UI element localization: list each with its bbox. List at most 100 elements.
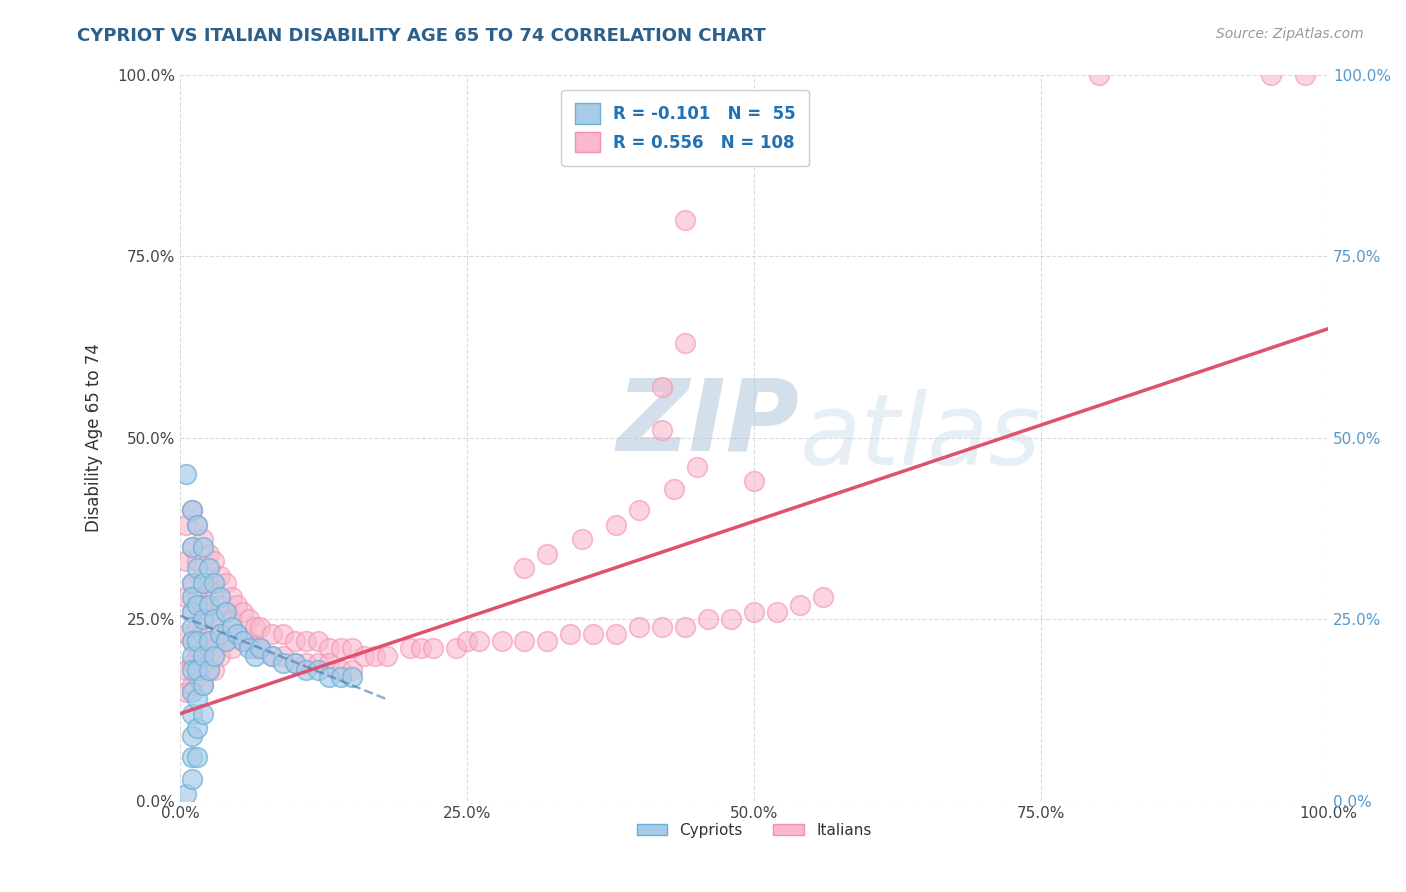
Point (197, 576, 219, 591)
Point (180, 729, 202, 743)
Point (651, 424, 673, 438)
Point (1294, 68, 1316, 82)
Text: CYPRIOT VS ITALIAN DISABILITY AGE 65 TO 74 CORRELATION CHART: CYPRIOT VS ITALIAN DISABILITY AGE 65 TO … (77, 27, 766, 45)
Point (180, 503, 202, 517)
Point (789, 598, 811, 612)
Point (191, 678, 214, 692)
Point (215, 605, 238, 619)
Point (180, 634, 202, 648)
Point (238, 612, 260, 626)
Point (204, 554, 226, 568)
Point (180, 685, 202, 699)
Point (651, 380, 673, 394)
Point (226, 627, 249, 641)
Point (720, 612, 742, 626)
Point (197, 634, 219, 648)
Point (186, 598, 208, 612)
Point (180, 648, 202, 663)
Point (605, 627, 627, 641)
Point (375, 648, 398, 663)
Point (215, 576, 238, 591)
Point (197, 634, 219, 648)
Point (513, 634, 536, 648)
Text: Source: ZipAtlas.com: Source: ZipAtlas.com (1216, 27, 1364, 41)
Point (186, 517, 208, 532)
Point (742, 475, 765, 489)
Point (295, 634, 318, 648)
Point (204, 641, 226, 656)
Point (180, 591, 202, 605)
Point (353, 648, 375, 663)
Point (260, 648, 283, 663)
Point (536, 634, 558, 648)
Point (673, 212, 696, 227)
Point (221, 619, 243, 633)
Point (180, 663, 202, 677)
Point (209, 648, 232, 663)
Point (180, 772, 202, 786)
Point (444, 641, 467, 656)
Point (191, 533, 214, 547)
Point (180, 750, 202, 764)
Point (191, 598, 214, 612)
Point (342, 641, 364, 656)
Point (204, 612, 226, 626)
Point (191, 648, 214, 663)
Point (662, 482, 685, 496)
Point (273, 656, 295, 670)
Point (215, 634, 238, 648)
Point (174, 467, 197, 481)
Point (1260, 68, 1282, 82)
Point (226, 598, 249, 612)
Text: atlas: atlas (800, 389, 1042, 486)
Point (204, 648, 226, 663)
Point (422, 641, 444, 656)
Point (204, 576, 226, 591)
Point (191, 612, 214, 626)
Point (221, 612, 243, 626)
Point (628, 503, 651, 517)
Point (307, 656, 329, 670)
Point (174, 517, 197, 532)
Point (513, 561, 536, 575)
Point (686, 459, 709, 474)
Point (491, 634, 513, 648)
Point (582, 627, 605, 641)
Point (307, 634, 329, 648)
Point (232, 634, 254, 648)
Point (197, 663, 219, 677)
Point (180, 540, 202, 554)
Point (260, 648, 283, 663)
Point (221, 591, 243, 605)
Point (226, 627, 249, 641)
Point (273, 627, 295, 641)
Point (467, 634, 489, 648)
Point (180, 540, 202, 554)
Point (186, 591, 208, 605)
Point (186, 692, 208, 706)
Point (191, 576, 214, 591)
Point (329, 641, 352, 656)
Point (329, 663, 352, 677)
Point (174, 554, 197, 568)
Point (811, 591, 834, 605)
Point (180, 634, 202, 648)
Point (232, 605, 254, 619)
Point (197, 561, 219, 575)
Point (536, 547, 558, 561)
Point (411, 641, 433, 656)
Point (180, 576, 202, 591)
Point (238, 634, 260, 648)
Point (307, 663, 329, 677)
Point (318, 670, 340, 684)
Point (204, 583, 226, 598)
Point (174, 663, 197, 677)
Point (673, 140, 696, 154)
Point (766, 605, 789, 619)
Point (318, 641, 340, 656)
Point (243, 619, 266, 633)
Legend: Cypriots, Italians: Cypriots, Italians (630, 817, 877, 844)
Point (180, 678, 202, 692)
Point (560, 627, 582, 641)
Point (697, 612, 720, 626)
